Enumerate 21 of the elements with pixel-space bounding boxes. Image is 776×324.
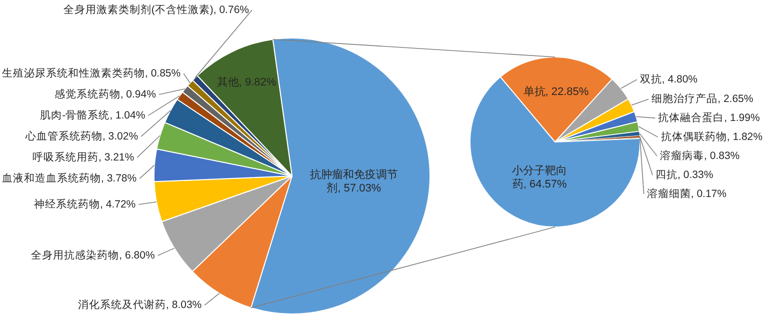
slice-label: 单抗, 22.85% <box>523 84 589 98</box>
slice-label: 感觉系统药物, 0.94% <box>54 88 156 101</box>
slice-label: 小分子靶向药, 64.57% <box>512 164 568 191</box>
slice-label: 生殖泌尿系统和性激素类药物, 0.85% <box>2 66 181 80</box>
slice-label: 全身用抗感染药物, 6.80% <box>31 248 155 262</box>
slice-label: 消化系统及代谢药, 8.03% <box>78 298 202 312</box>
slice-label: 溶瘤细菌, 0.17% <box>646 187 726 200</box>
slice-label: 呼吸系统用药, 3.21% <box>32 150 134 164</box>
slice-label: 神经系统药物, 4.72% <box>34 198 136 211</box>
slice-label: 心血管系统药物, 3.02% <box>24 130 138 143</box>
slice-label: 全身用激素类制剂(不含性激素), 0.76% <box>63 3 249 16</box>
slice-label: 溶瘤病毒, 0.83% <box>660 149 740 162</box>
slice-label: 其他, 9.82% <box>216 75 276 88</box>
slice-label: 四抗, 0.33% <box>656 168 714 182</box>
slice-label: 细胞治疗产品, 2.65% <box>652 92 754 106</box>
slice-label: 抗肿瘤和免疫调节剂, 57.03% <box>310 168 398 195</box>
slice-label: 抗体融合蛋白, 1.99% <box>658 111 760 124</box>
slice-label: 肌肉-骨骼系统, 1.04% <box>40 108 146 122</box>
slice-label: 抗体偶联药物, 1.82% <box>660 130 762 144</box>
slice-label: 血液和造血系统药物, 3.78% <box>2 172 137 185</box>
slice-label: 双抗, 4.80% <box>640 72 698 86</box>
